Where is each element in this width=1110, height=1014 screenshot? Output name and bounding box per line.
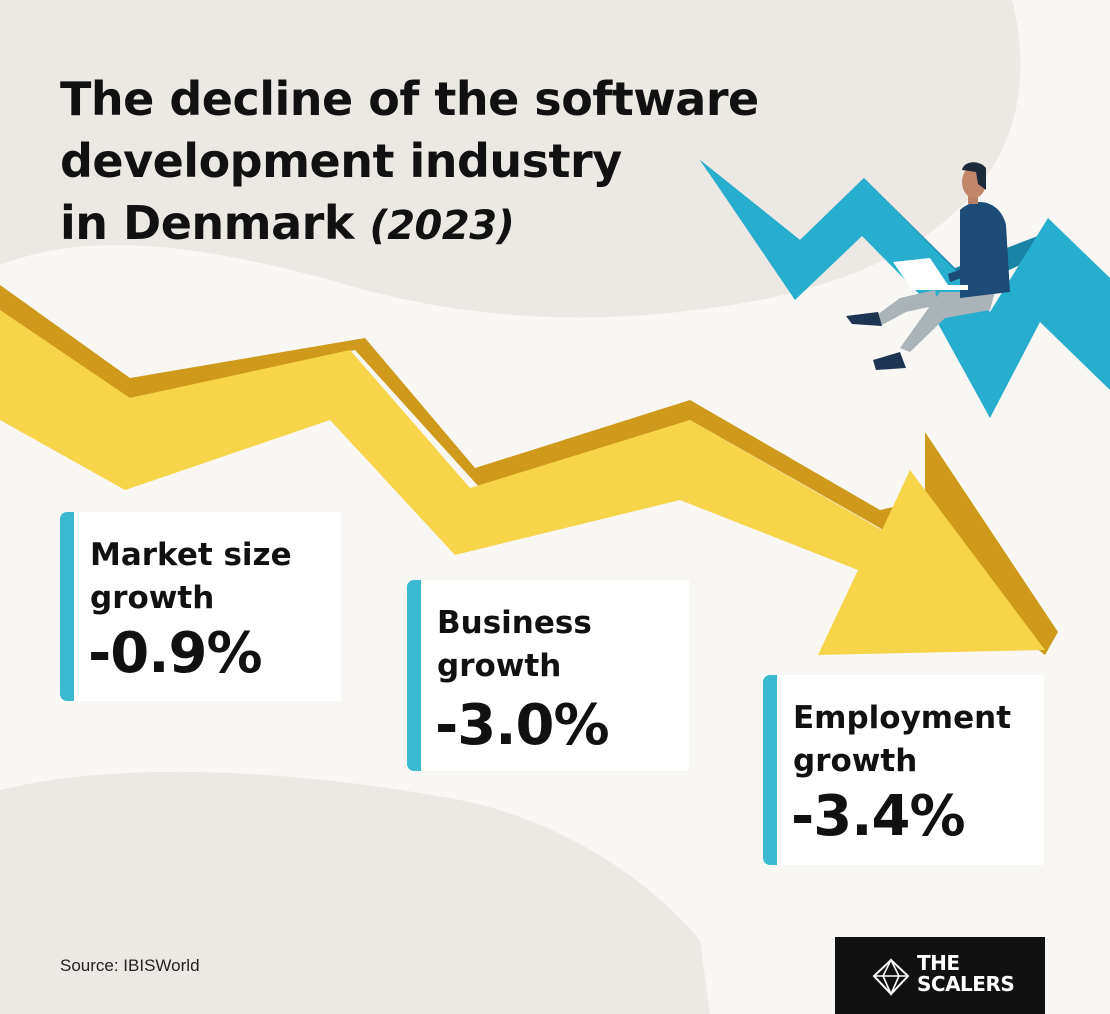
person-with-laptop-icon xyxy=(846,162,1010,370)
declining-arrow-icon xyxy=(0,285,1058,655)
stat-card-employment: Employment growth -3.4% xyxy=(763,675,1044,865)
stat-value: -3.0% xyxy=(435,693,610,758)
stat-card-market-size: Market size growth -0.9% xyxy=(60,512,341,701)
stat-label-line-2: growth xyxy=(90,580,215,616)
title-year: (2023) xyxy=(369,203,515,249)
stat-value: -3.4% xyxy=(791,784,966,849)
diamond-logo-icon xyxy=(872,958,910,996)
card-accent-bar xyxy=(60,512,74,701)
stat-value: -0.9% xyxy=(88,621,263,686)
stat-label-line-2: growth xyxy=(437,648,562,684)
card-accent-bar xyxy=(763,675,777,865)
stat-label: Employment growth xyxy=(793,697,1011,783)
stat-label: Business growth xyxy=(437,602,592,688)
stat-label: Market size growth xyxy=(90,534,292,620)
stat-label-line-1: Business xyxy=(437,605,592,641)
page-title: The decline of the software development … xyxy=(60,68,860,257)
title-line-2: development industry xyxy=(60,134,622,188)
stat-label-line-1: Employment xyxy=(793,700,1012,736)
title-line-3: in Denmark (2023) xyxy=(60,192,860,257)
stat-label-line-2: growth xyxy=(793,743,918,779)
background-blob-bottom xyxy=(0,771,710,1014)
logo-line-2: SCALERS xyxy=(917,972,1015,996)
title-line-1: The decline of the software xyxy=(60,72,759,126)
source-note: Source: IBISWorld xyxy=(60,956,200,975)
title-line-3-text: in Denmark xyxy=(60,196,354,250)
the-scalers-logo: THE SCALERS xyxy=(835,937,1045,1014)
logo-text: THE SCALERS xyxy=(917,951,1015,996)
stat-card-business: Business growth -3.0% xyxy=(407,580,689,771)
stat-label-line-1: Market size xyxy=(90,537,292,573)
logo-line-1: THE xyxy=(917,951,960,975)
card-accent-bar xyxy=(407,580,421,771)
